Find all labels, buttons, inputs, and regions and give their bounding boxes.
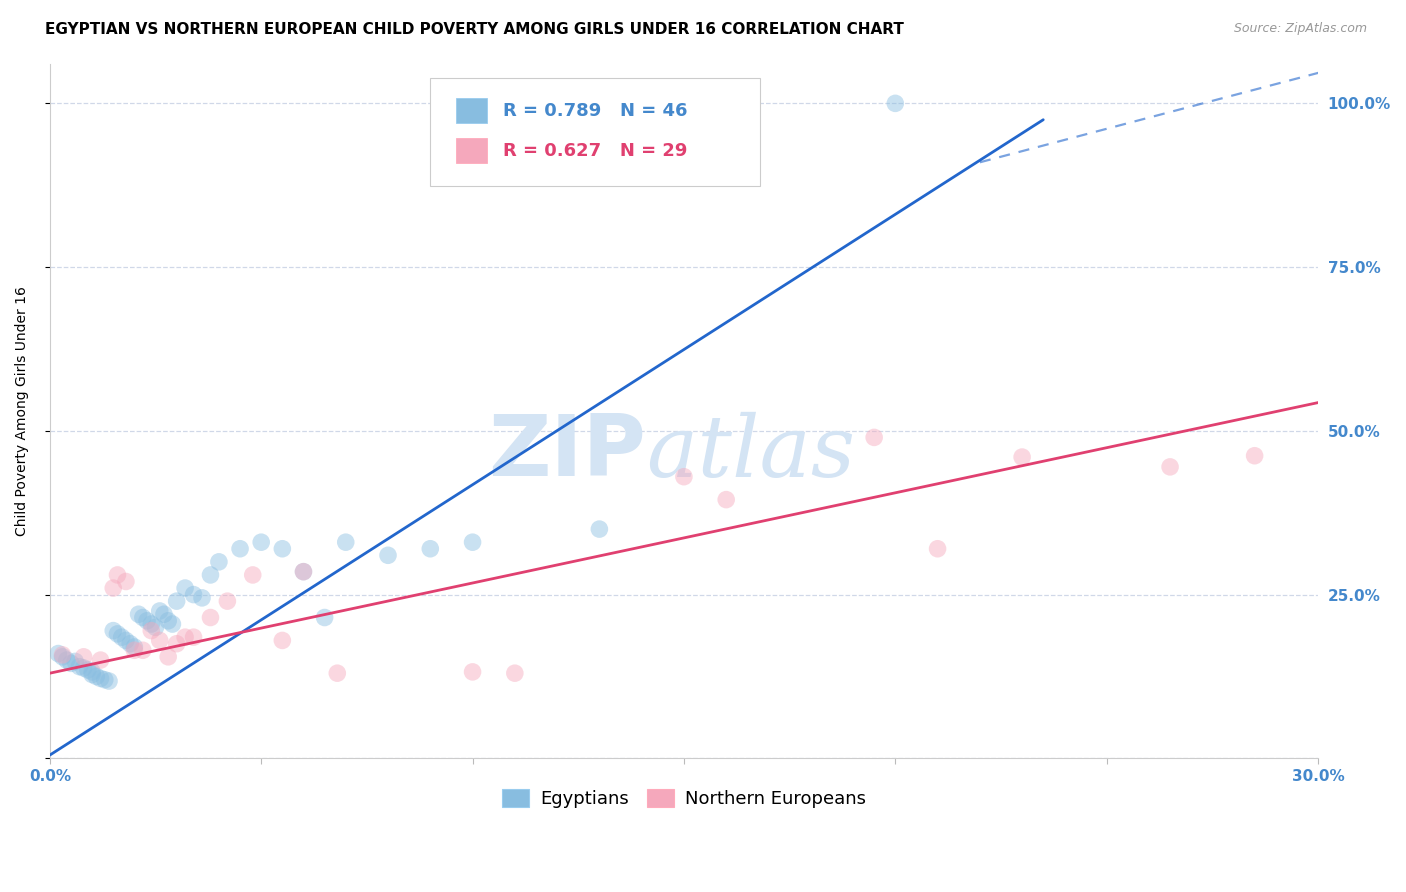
- Point: [292, 565, 315, 579]
- Point: [120, 637, 142, 651]
- Point: [67, 659, 90, 673]
- Point: [111, 630, 134, 644]
- Point: [149, 633, 172, 648]
- Point: [157, 649, 180, 664]
- Text: EGYPTIAN VS NORTHERN EUROPEAN CHILD POVERTY AMONG GIRLS UNDER 16 CORRELATION CHA: EGYPTIAN VS NORTHERN EUROPEAN CHILD POVE…: [45, 22, 904, 37]
- Point: [335, 535, 357, 549]
- Point: [153, 607, 176, 622]
- FancyBboxPatch shape: [430, 78, 761, 186]
- FancyBboxPatch shape: [456, 98, 488, 123]
- Point: [503, 666, 526, 681]
- Point: [149, 604, 172, 618]
- Point: [271, 633, 294, 648]
- Point: [461, 535, 484, 549]
- Point: [132, 643, 155, 657]
- Point: [136, 614, 159, 628]
- Point: [141, 624, 163, 638]
- Point: [229, 541, 252, 556]
- Point: [200, 610, 222, 624]
- Point: [59, 657, 82, 671]
- Point: [82, 667, 104, 681]
- Point: [183, 630, 205, 644]
- Point: [72, 661, 94, 675]
- Point: [292, 565, 315, 579]
- Point: [672, 469, 695, 483]
- Point: [124, 640, 146, 654]
- Point: [174, 630, 197, 644]
- Point: [326, 666, 349, 681]
- Point: [1243, 449, 1265, 463]
- Point: [63, 654, 86, 668]
- Point: [377, 549, 399, 563]
- Point: [107, 627, 129, 641]
- Point: [124, 643, 146, 657]
- Point: [1011, 450, 1033, 464]
- Point: [162, 617, 184, 632]
- Point: [200, 568, 222, 582]
- Point: [174, 581, 197, 595]
- Point: [141, 617, 163, 632]
- Point: [90, 653, 112, 667]
- Point: [183, 588, 205, 602]
- Point: [90, 672, 112, 686]
- Point: [314, 610, 336, 624]
- Text: R = 0.627   N = 29: R = 0.627 N = 29: [502, 142, 688, 160]
- FancyBboxPatch shape: [456, 138, 488, 163]
- Point: [716, 492, 738, 507]
- Point: [208, 555, 231, 569]
- Point: [46, 647, 69, 661]
- Point: [107, 568, 129, 582]
- Point: [166, 594, 188, 608]
- Point: [157, 614, 180, 628]
- Point: [51, 648, 73, 662]
- Point: [98, 674, 121, 689]
- Point: [94, 673, 117, 687]
- Point: [55, 653, 77, 667]
- Point: [927, 541, 949, 556]
- Point: [115, 574, 138, 589]
- Point: [250, 535, 273, 549]
- Y-axis label: Child Poverty Among Girls Under 16: Child Poverty Among Girls Under 16: [15, 286, 30, 536]
- Point: [145, 620, 167, 634]
- Text: R = 0.789   N = 46: R = 0.789 N = 46: [502, 102, 688, 120]
- Point: [217, 594, 239, 608]
- Point: [51, 649, 73, 664]
- Text: Source: ZipAtlas.com: Source: ZipAtlas.com: [1233, 22, 1367, 36]
- Point: [77, 663, 100, 677]
- Point: [242, 568, 264, 582]
- Text: atlas: atlas: [645, 411, 855, 494]
- Point: [461, 665, 484, 679]
- Point: [103, 624, 125, 638]
- Legend: Egyptians, Northern Europeans: Egyptians, Northern Europeans: [495, 781, 873, 815]
- Point: [86, 669, 108, 683]
- Point: [884, 96, 907, 111]
- Point: [191, 591, 214, 605]
- Point: [419, 541, 441, 556]
- Point: [863, 430, 886, 444]
- Point: [1159, 459, 1181, 474]
- Point: [103, 581, 125, 595]
- Point: [588, 522, 610, 536]
- Point: [128, 607, 150, 622]
- Text: ZIP: ZIP: [488, 411, 645, 494]
- Point: [115, 633, 138, 648]
- Point: [132, 610, 155, 624]
- Point: [166, 637, 188, 651]
- Point: [271, 541, 294, 556]
- Point: [72, 649, 94, 664]
- Point: [82, 665, 104, 679]
